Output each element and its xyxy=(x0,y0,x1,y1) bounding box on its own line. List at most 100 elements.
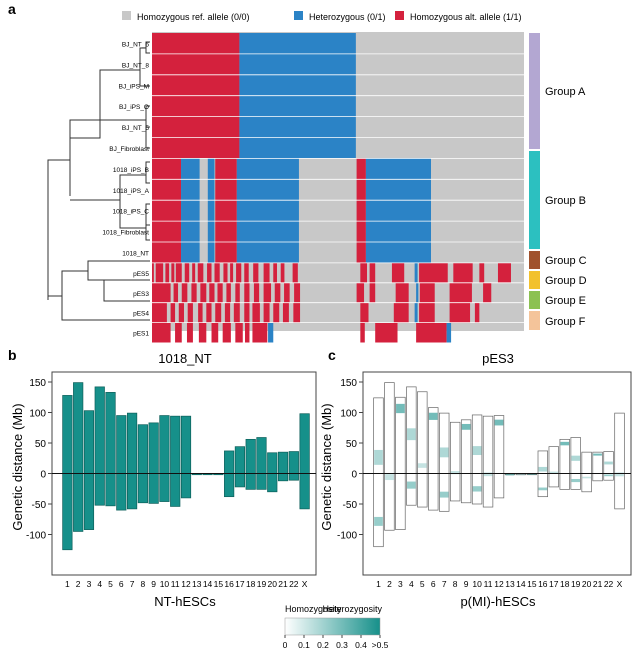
chromosome-bar xyxy=(603,451,614,481)
chromosome-bar xyxy=(559,438,570,490)
heterozygosity-patch xyxy=(494,419,504,426)
heterozygosity-patch xyxy=(472,486,482,492)
x-tick-label: 4 xyxy=(97,579,102,589)
group-bar-c xyxy=(529,251,540,269)
genotype-block xyxy=(207,158,215,263)
heterozygosity-patch xyxy=(549,471,559,474)
genotype-block xyxy=(274,282,281,303)
heterozygosity-patch xyxy=(505,474,515,476)
heterozygosity-patch xyxy=(417,463,427,468)
group-bar-b xyxy=(529,151,540,249)
chromosome-bar xyxy=(126,412,138,510)
genotype-block xyxy=(253,282,260,303)
chromosome-bar xyxy=(493,415,505,499)
sample-label: BJ_NT_5 xyxy=(122,125,149,132)
genotype-block xyxy=(152,302,167,323)
y-tick-label: 0 xyxy=(351,470,357,481)
heterozygosity-patch xyxy=(604,474,613,477)
x-tick-label: 17 xyxy=(235,579,245,589)
genotype-block xyxy=(453,262,473,283)
heterozygosity-patch xyxy=(538,487,548,491)
genotype-block xyxy=(235,282,240,303)
heterozygosity-patch xyxy=(571,478,581,483)
sample-label: 1018_NT xyxy=(122,250,149,257)
heterozygosity-patch xyxy=(538,466,548,472)
genotype-block xyxy=(419,282,435,303)
genotype-block xyxy=(236,262,242,283)
x-tick-label: 10 xyxy=(160,579,170,589)
group-bar-f xyxy=(529,311,540,330)
x-tick-label: 1 xyxy=(376,579,381,589)
x-tick-label: 20 xyxy=(582,579,592,589)
x-tick-label: 5 xyxy=(420,579,425,589)
heterozygosity-patch xyxy=(571,455,581,461)
y-tick-label: 150 xyxy=(29,378,46,389)
chromosome-bar xyxy=(245,438,256,490)
chromosome-bar xyxy=(73,382,84,532)
x-tick-label: 7 xyxy=(442,579,447,589)
group-label-c: Group C xyxy=(545,255,587,267)
panel-label-b: b xyxy=(8,347,17,363)
group-bar-d xyxy=(529,271,540,289)
x-tick-label: X xyxy=(302,579,308,589)
genotype-block xyxy=(206,302,212,323)
chromosome-bar xyxy=(581,451,592,493)
x-tick-label: 9 xyxy=(151,579,156,589)
x-tick-label: 6 xyxy=(431,579,436,589)
genotype-block xyxy=(263,262,270,283)
genotype-block xyxy=(268,322,274,343)
x-tick-label: 16 xyxy=(538,579,548,589)
chromosome-bar xyxy=(299,413,310,510)
genotype-block xyxy=(165,262,170,283)
heterozygosity-patch xyxy=(461,423,471,430)
colorbar-gradient xyxy=(284,617,381,636)
genotype-block xyxy=(449,302,471,323)
genotype-block xyxy=(416,282,419,303)
heterozygosity-patch xyxy=(396,403,405,414)
genotype-block xyxy=(369,262,376,283)
genotype-block xyxy=(198,322,207,343)
heterozygosity-patch xyxy=(439,447,449,458)
genotype-block xyxy=(191,282,197,303)
legend-swatch-hom-ref xyxy=(122,11,131,20)
genotype-block xyxy=(173,282,179,303)
colorbar-right-label: Heterozygosity xyxy=(322,604,382,614)
sample-label: BJ_NT_8 xyxy=(122,62,149,69)
panel-label-c: c xyxy=(328,347,336,363)
chromosome-bar xyxy=(395,396,406,530)
x-tick-label: 15 xyxy=(527,579,537,589)
colorbar-left-label: Homozygosity xyxy=(285,604,342,614)
x-tick-label: 19 xyxy=(571,579,581,589)
x-tick-label: 10 xyxy=(472,579,482,589)
genotype-block xyxy=(236,158,299,263)
genotype-block xyxy=(170,302,176,323)
group-label-e: Group E xyxy=(545,295,586,307)
heterozygosity-patch xyxy=(527,473,537,475)
y-tick-label: -50 xyxy=(32,500,47,511)
sample-label: 1018_iPS_B xyxy=(113,167,149,174)
chromosome-bar xyxy=(234,446,246,488)
genotype-block xyxy=(184,262,190,283)
legend-label-het: Heterozygous (0/1) xyxy=(309,12,386,22)
heterozygosity-patch xyxy=(560,441,570,446)
chromosome-bar xyxy=(105,392,116,507)
genotype-block xyxy=(360,302,369,323)
colorbar: Homozygosity Heterozygosity 0 0.1 0.2 0.3 0.… xyxy=(283,604,389,650)
genotype-block xyxy=(365,158,431,263)
heterozygosity-patch xyxy=(374,449,383,465)
genotype-block xyxy=(449,282,472,303)
x-tick-label: 13 xyxy=(192,579,202,589)
chart-c-xlabel: p(MI)-hESCs xyxy=(460,594,536,609)
x-tick-label: 14 xyxy=(203,579,213,589)
sample-labels: BJ_NT_6 BJ_NT_8 BJ_iPS_M BJ_iPS_O BJ_NT_5 BJ_… xyxy=(102,41,149,337)
sample-label: 1018_iPS_A xyxy=(113,188,150,195)
genotype-block xyxy=(217,282,223,303)
y-tick-label: 50 xyxy=(35,439,47,450)
heterozygosity-patch xyxy=(374,516,383,526)
x-tick-label: 17 xyxy=(549,579,559,589)
x-tick-label: 3 xyxy=(87,579,92,589)
genotype-block xyxy=(375,322,398,343)
genotype-block xyxy=(152,158,182,263)
genotype-block xyxy=(187,302,193,323)
